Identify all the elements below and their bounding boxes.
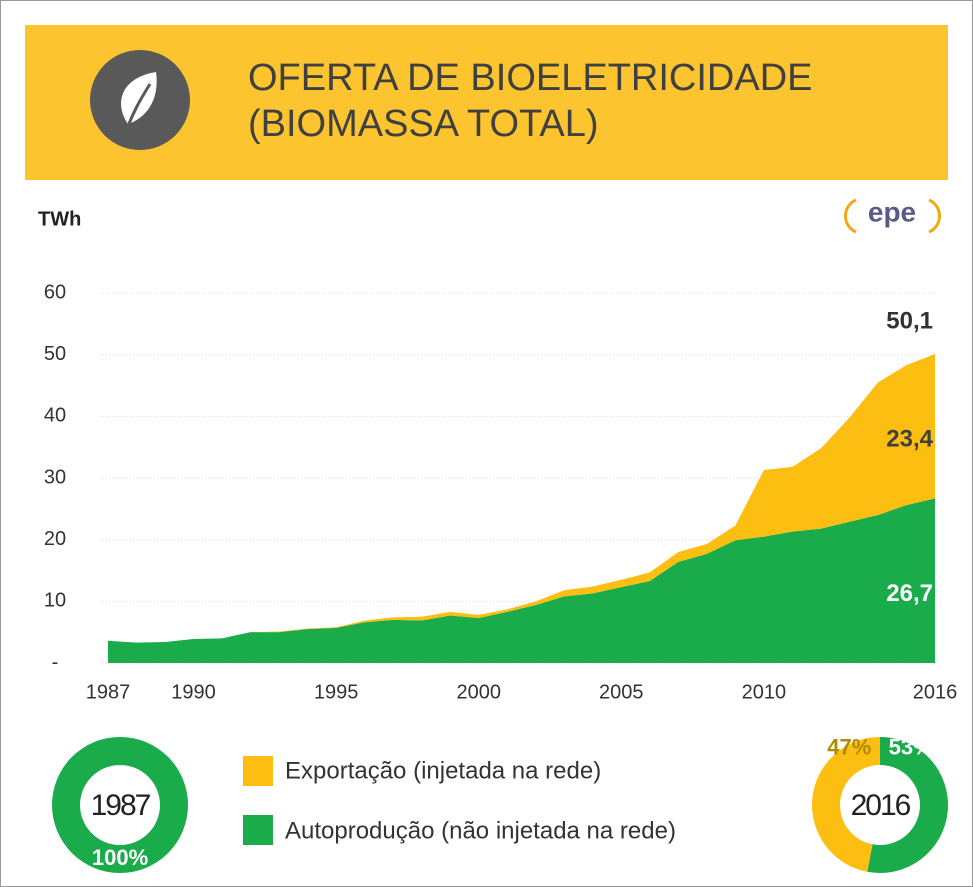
x-tick-label: 1995 <box>314 681 359 703</box>
x-tick-label: 2005 <box>599 681 644 703</box>
y-tick-label: 20 <box>44 528 66 550</box>
y-tick-label: - <box>52 651 59 673</box>
donut-slice <box>867 737 948 873</box>
leaf-vein <box>124 83 152 133</box>
y-tick-label: 30 <box>44 466 66 488</box>
area <box>108 498 935 663</box>
y-tick-label: 10 <box>44 590 66 612</box>
legend-swatch <box>243 815 273 845</box>
donut-center-label: 1987 <box>91 789 151 822</box>
x-tick-label: 2016 <box>913 681 958 703</box>
donut-value-label: 47% <box>827 735 871 760</box>
y-tick-label: 60 <box>44 281 66 303</box>
donut-value-label: 100% <box>92 845 148 870</box>
logo-arc <box>928 198 941 234</box>
x-tick-label: 2000 <box>456 681 501 703</box>
donut-slice <box>812 737 880 872</box>
data-label: 23,4 <box>886 426 933 453</box>
legend-swatch <box>243 756 273 786</box>
title-line: (BIOMASSA TOTAL) <box>248 103 599 145</box>
y-tick-label: 40 <box>44 405 66 427</box>
donut-slice <box>52 737 188 873</box>
logo: epe <box>868 196 916 227</box>
y-tick-label: 50 <box>44 343 66 365</box>
logo-arc <box>844 198 857 234</box>
x-tick-label: 1990 <box>171 681 216 703</box>
legend-label: Exportação (injetada na rede) <box>285 757 601 784</box>
total-label: 50,1 <box>886 307 933 334</box>
donut-center-label: 2016 <box>851 789 911 822</box>
donut-value-label: 53% <box>889 735 933 760</box>
data-label: 26,7 <box>886 580 933 607</box>
title-line: OFERTA DE BIOELETRICIDADE <box>248 57 813 99</box>
legend-label: Autoprodução (não injetada na rede) <box>285 817 676 844</box>
y-axis-label: TWh <box>38 208 81 230</box>
area <box>108 354 935 643</box>
x-tick-label: 2010 <box>742 681 787 703</box>
x-tick-label: 1987 <box>86 681 131 703</box>
